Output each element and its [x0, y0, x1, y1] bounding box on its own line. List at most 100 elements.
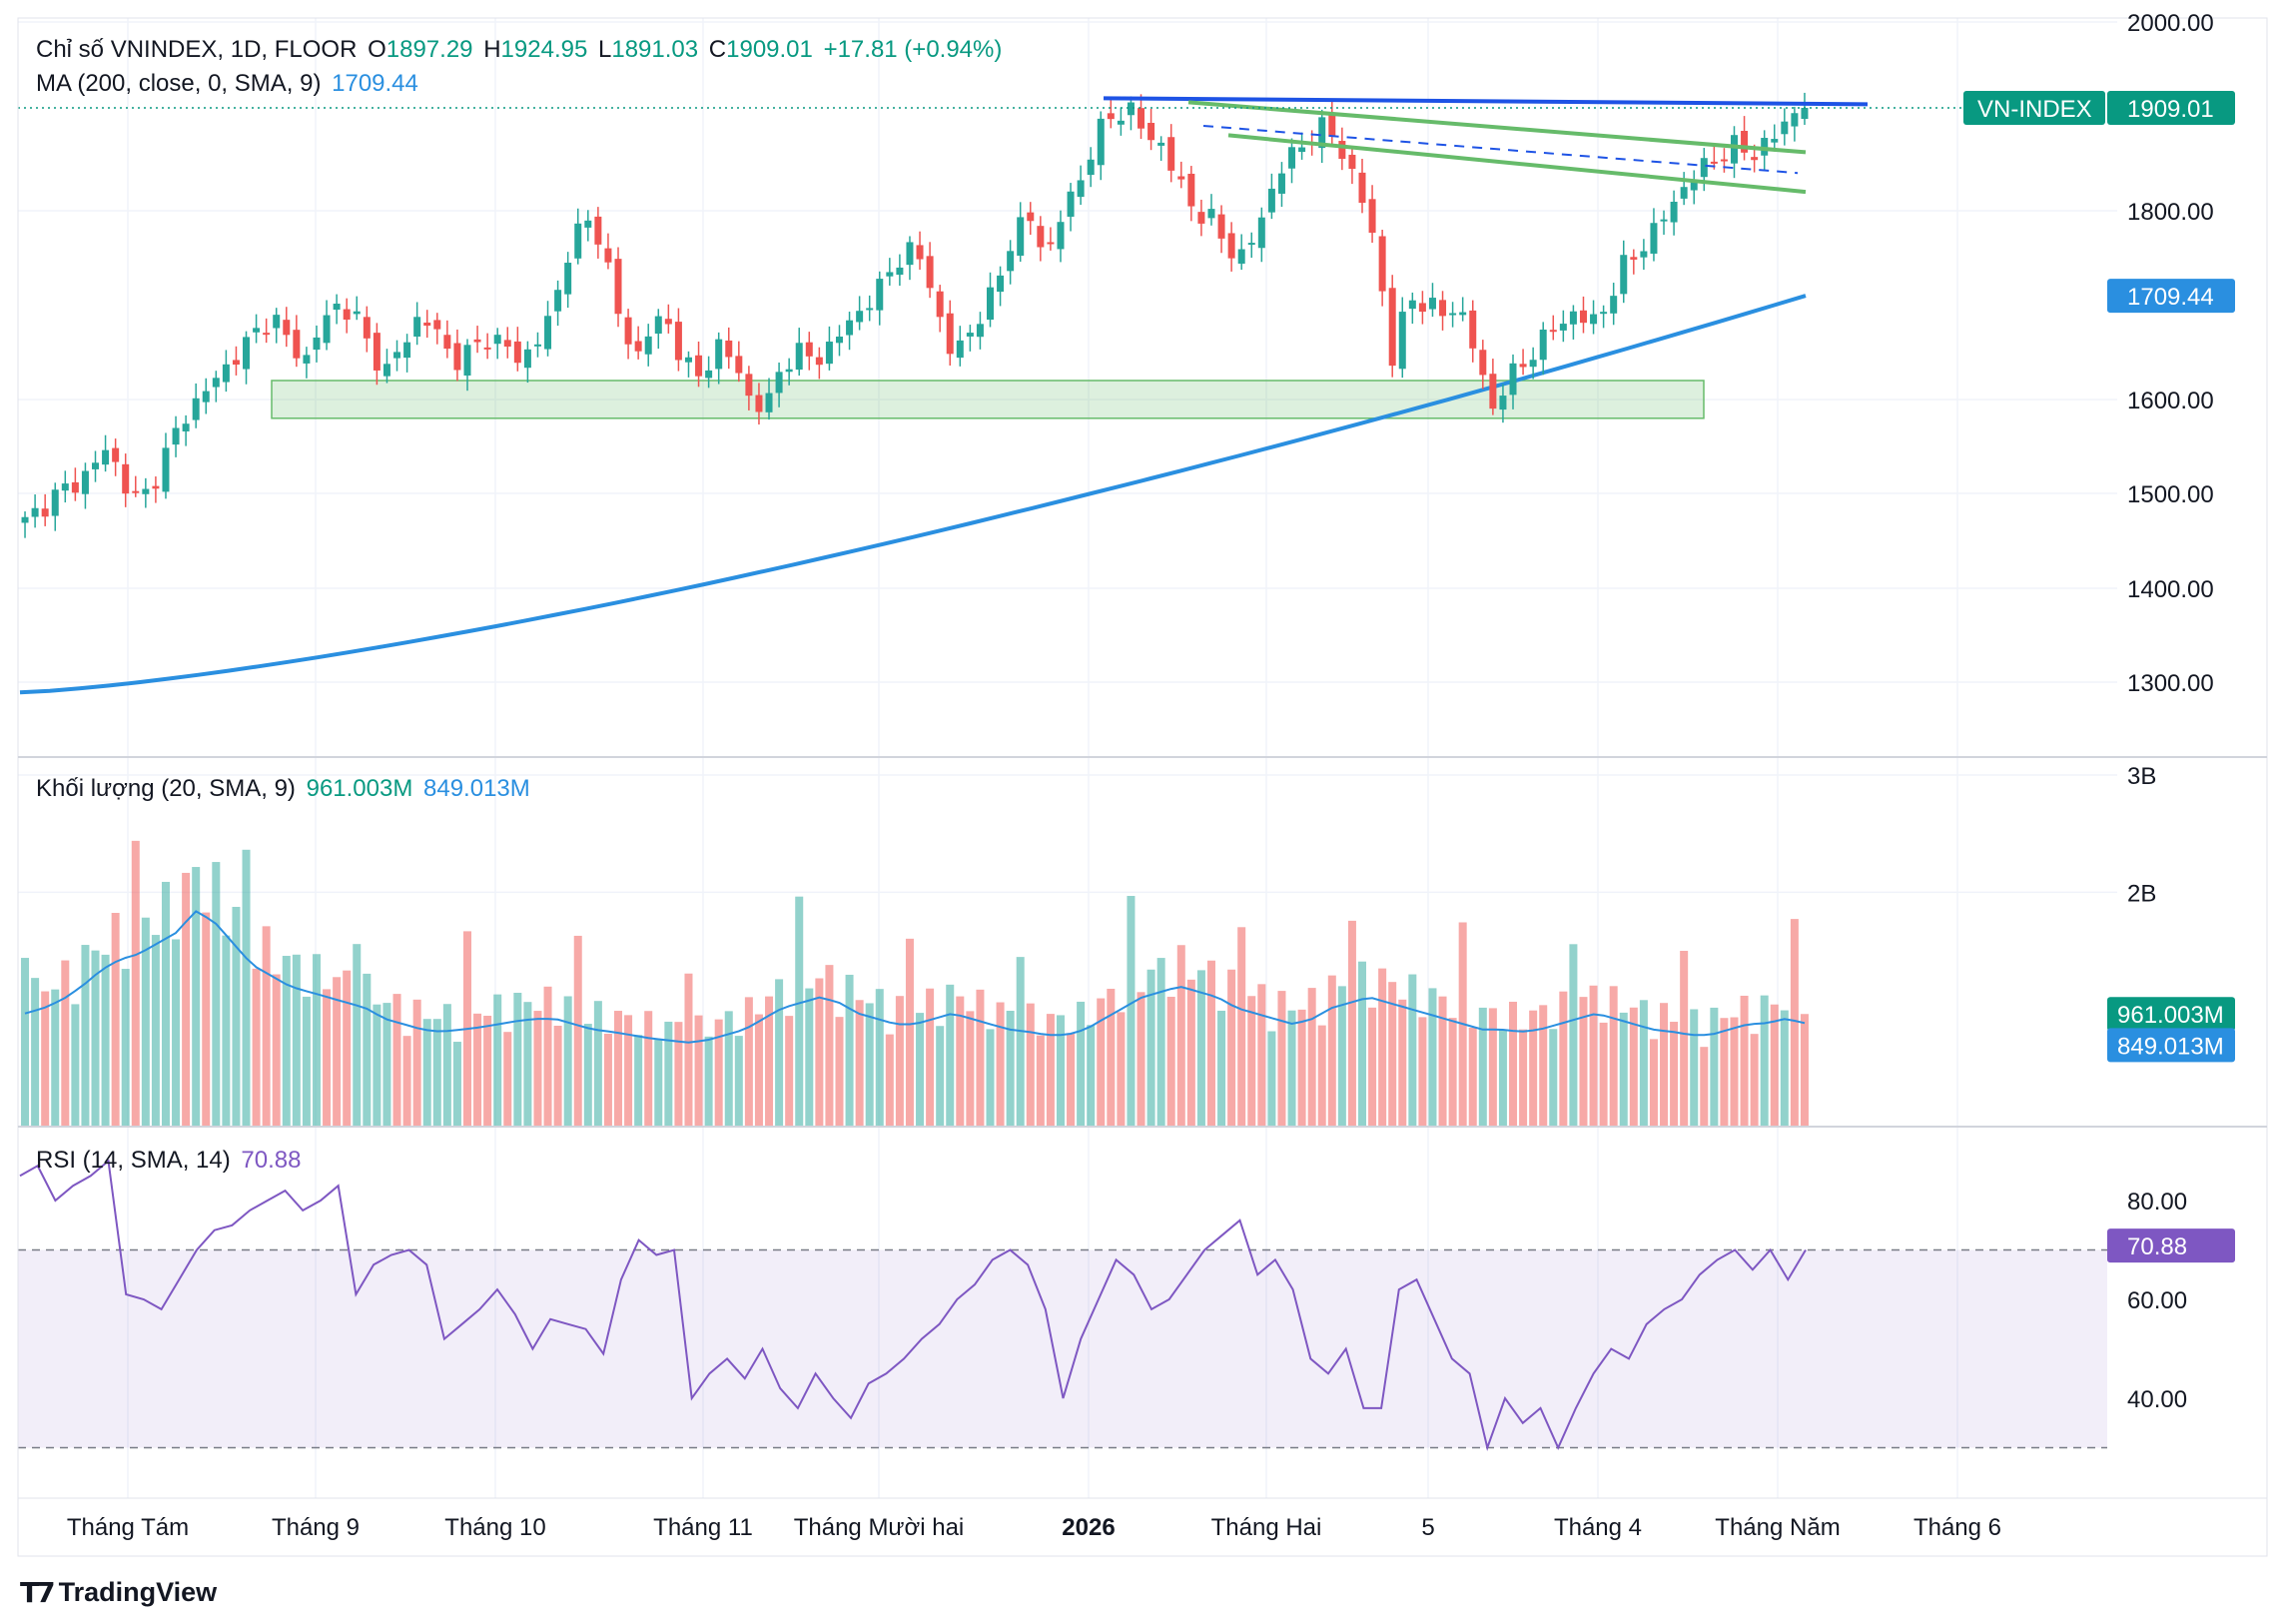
candle-body: [1187, 173, 1195, 207]
volume-bar: [1428, 988, 1437, 1127]
candle-body: [1459, 312, 1467, 316]
volume-bar: [916, 1013, 925, 1127]
candle-body: [503, 340, 511, 348]
candle-body: [21, 516, 29, 523]
candle-body: [1197, 212, 1205, 224]
volume-bar: [936, 1026, 945, 1127]
candle-body: [1378, 236, 1386, 292]
volume-bar: [785, 1016, 794, 1127]
candle-body: [1237, 249, 1245, 264]
candle-body: [1087, 159, 1095, 176]
volume-bar: [101, 954, 110, 1127]
candle-body: [152, 485, 160, 489]
candle-body: [51, 489, 59, 516]
candle-body: [1781, 121, 1789, 135]
candle-body: [1138, 108, 1145, 129]
volume-bar: [382, 1003, 391, 1127]
volume-bar: [513, 993, 522, 1127]
candle-body: [1107, 113, 1115, 120]
brand-name: TradingView: [58, 1577, 218, 1607]
price-tick-label: 1600.00: [2127, 388, 2214, 414]
volume-bar: [1720, 1018, 1729, 1127]
price-tick-label: 1800.00: [2127, 199, 2214, 226]
candle-body: [624, 317, 632, 345]
volume-bar: [1267, 1031, 1276, 1127]
volume-bar: [262, 926, 271, 1127]
volume-bar: [1750, 1034, 1759, 1127]
candle-body: [1257, 217, 1265, 249]
candle-body: [243, 337, 251, 370]
volume-bar: [593, 1001, 602, 1127]
volume-bar: [553, 1025, 562, 1127]
rsi-band-fill: [18, 1249, 2107, 1448]
candle-body: [1569, 311, 1577, 325]
candle-body: [403, 342, 411, 359]
volume-bar: [111, 913, 120, 1127]
candle-body: [1539, 330, 1547, 361]
low-label: L: [597, 36, 612, 63]
volume-bar: [664, 1021, 673, 1127]
candle-body: [674, 322, 682, 361]
candle-body: [162, 447, 170, 492]
volume-bar: [353, 944, 362, 1127]
volume-bar: [202, 912, 211, 1127]
volume-bar: [1026, 1003, 1035, 1127]
volume-bar: [212, 862, 221, 1127]
candle-body: [1117, 120, 1125, 125]
volume-bar: [242, 849, 251, 1127]
tradingview-logo[interactable]: 𝗧𝟳 TradingView: [20, 1576, 217, 1609]
candle-body: [363, 317, 371, 339]
last-price-box: [2107, 90, 2235, 125]
volume-bar: [1589, 985, 1598, 1127]
candle-body: [273, 315, 281, 329]
candle-body: [544, 316, 552, 350]
candle-body: [735, 356, 743, 374]
volume-bar: [1609, 986, 1618, 1127]
candle-body: [122, 463, 130, 494]
volume-bar: [1156, 958, 1165, 1127]
candle-body: [393, 352, 401, 359]
volume-bar: [684, 973, 693, 1127]
volume-bar: [1529, 1010, 1538, 1127]
volume-bar: [182, 872, 191, 1127]
volume-bar: [1770, 1004, 1779, 1127]
volume-bar: [1067, 1033, 1076, 1127]
time-tick-label: Tháng Tám: [67, 1514, 189, 1541]
candle-body: [1610, 296, 1618, 314]
candle-body: [212, 378, 220, 388]
volume-tick-label: 3B: [2127, 763, 2156, 790]
volume-bar: [1036, 1035, 1045, 1127]
volume-bar: [121, 969, 130, 1127]
volume-bar: [885, 1034, 894, 1127]
volume-bar: [81, 945, 90, 1127]
last-price-name: VN-INDEX: [1977, 96, 2092, 123]
volume-bar: [1780, 1010, 1789, 1127]
candle-body: [1338, 141, 1346, 159]
volume-bar: [1660, 1003, 1669, 1127]
volume-bar: [1559, 991, 1568, 1127]
candle-body: [1479, 350, 1487, 376]
volume-bar: [292, 954, 301, 1127]
volume-bar: [1107, 988, 1116, 1127]
candle-body: [1358, 172, 1366, 203]
candle-body: [765, 393, 773, 412]
candle-body: [1398, 312, 1406, 370]
candle-body: [554, 290, 562, 312]
candle-body: [513, 341, 521, 364]
candle-body: [1720, 159, 1728, 162]
candle-body: [604, 248, 612, 263]
volume-bar: [1730, 1017, 1739, 1127]
volume-bar: [1117, 1012, 1126, 1127]
candle-body: [1017, 217, 1025, 256]
volume-bar: [1539, 1005, 1548, 1127]
candle-body: [1157, 142, 1165, 146]
candle-body: [785, 369, 793, 373]
volume-bar: [432, 1019, 441, 1127]
candle-body: [1439, 300, 1447, 317]
volume-bar: [71, 1004, 80, 1127]
volume-bar: [865, 1003, 874, 1127]
rsi-value-tag: 70.88: [2127, 1233, 2187, 1260]
volume-bar: [926, 988, 935, 1127]
volume-bar: [1710, 1007, 1719, 1127]
volume-bar: [1488, 1008, 1497, 1127]
